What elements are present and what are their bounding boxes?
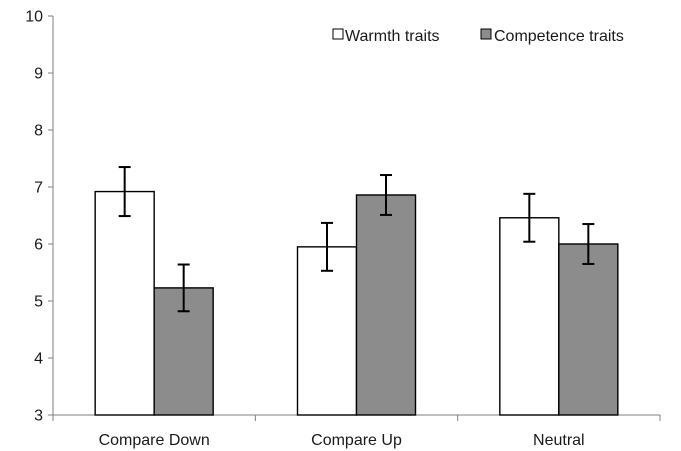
y-axis: 3 4 5 6 7 8 9 10 (25, 9, 54, 425)
bar-warmth-traits-neutral (499, 217, 560, 416)
bar-warmth-traits-compare-down (94, 190, 155, 416)
bar-competence-traits-compare-up (355, 194, 417, 416)
y-tick-label-7: 7 (34, 180, 43, 197)
y-tick-label-10: 10 (25, 9, 43, 26)
y-tick-label-4: 4 (34, 351, 43, 368)
error-bars (118, 166, 595, 313)
x-tick-label-compare-down: Compare Down (99, 432, 210, 449)
legend-label-warmth: Warmth traits (345, 28, 440, 45)
legend-swatch-competence (480, 28, 492, 40)
bar-warmth-traits-compare-up (296, 246, 358, 416)
y-tick-label-8: 8 (34, 123, 43, 140)
y-tick-label-6: 6 (34, 237, 43, 254)
y-tick-label-5: 5 (34, 294, 43, 311)
legend-label-competence: Competence traits (494, 28, 624, 45)
x-tick-label-compare-up: Compare Up (311, 432, 402, 449)
x-tick-label-neutral: Neutral (533, 432, 585, 449)
y-tick-label-9: 9 (34, 66, 43, 83)
y-tick-label-3: 3 (34, 408, 43, 425)
legend: Warmth traits Competence traits (332, 28, 624, 45)
bar-competence-traits-neutral (558, 243, 619, 416)
x-axis: Compare Down Compare Up Neutral (52, 414, 661, 449)
legend-swatch-warmth (332, 28, 344, 40)
bars (94, 190, 619, 416)
